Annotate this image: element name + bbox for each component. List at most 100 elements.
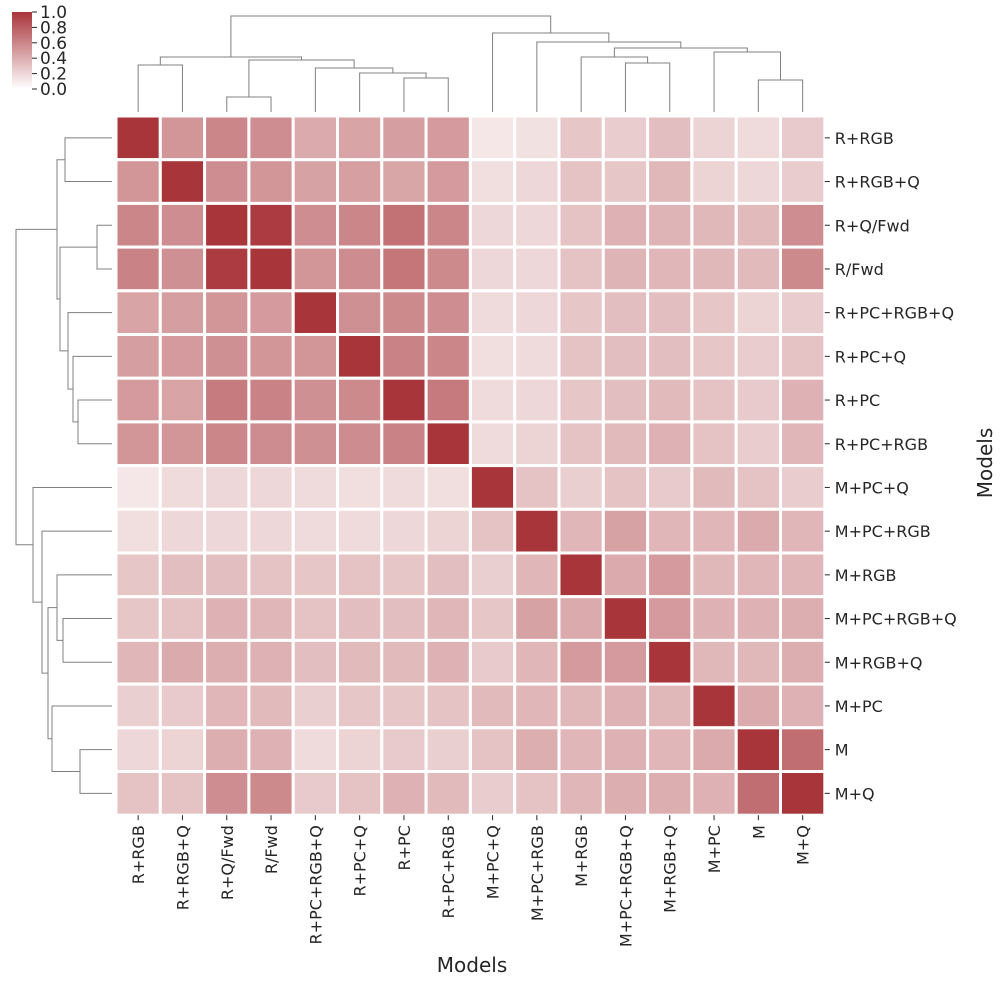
heatmap-cell (291, 464, 340, 511)
heatmap-cell (424, 333, 472, 380)
row-tick-label: M+RGB+Q (835, 653, 923, 672)
heatmap-cell (424, 245, 472, 293)
heatmap-cell (336, 158, 384, 205)
dendrogram-link (226, 96, 272, 112)
heatmap-cell (336, 595, 384, 642)
heatmap-cell (336, 420, 384, 468)
heatmap-cell (468, 638, 517, 686)
heatmap-cell (468, 595, 517, 642)
heatmap-cell (601, 376, 650, 424)
heatmap-cell (468, 376, 517, 424)
heatmap-cell (291, 245, 340, 293)
row-labels: R+RGB R+RGB+Q R+Q/Fwd R/Fwd R+PC+RGB+Q R+PC+Q… (824, 129, 957, 803)
heatmap-cell (424, 464, 472, 511)
x-axis-label: Models (437, 953, 507, 977)
heatmap-cell (557, 245, 605, 293)
heatmap-cell (380, 201, 428, 249)
heatmap-cell (203, 333, 251, 380)
colorbar-tick-label: 0.2 (40, 65, 67, 85)
column-tick-label: M+PC+Q (484, 825, 503, 899)
dendrogram-link (72, 355, 112, 423)
heatmap-cell (336, 376, 384, 424)
heatmap-cell (734, 333, 783, 380)
heatmap-cell (247, 333, 295, 380)
heatmap-cell (158, 333, 207, 380)
heatmap-cell (513, 245, 561, 293)
heatmap-cell (734, 551, 783, 599)
heatmap-cell (557, 595, 605, 642)
heatmap-cell (734, 376, 783, 424)
heatmap-cell (424, 420, 472, 468)
column-tick-label: M (749, 825, 768, 839)
heatmap-cell (601, 726, 650, 773)
heatmap-cell (114, 638, 162, 686)
row-tick-label: M+Q (835, 784, 875, 803)
row-tick-label: R/Fwd (835, 260, 884, 279)
heatmap-cell (601, 420, 650, 468)
heatmap-cell (690, 289, 738, 336)
heatmap-cell (114, 682, 162, 730)
heatmap-cell (557, 726, 605, 773)
heatmap-cell (291, 376, 340, 424)
heatmap-cell (468, 551, 517, 599)
colorbar-tick-label: 0.8 (40, 18, 67, 38)
dendrogram-link (77, 399, 112, 445)
heatmap-cell (557, 158, 605, 205)
heatmap-cell (513, 333, 561, 380)
heatmap-cell (114, 551, 162, 599)
heatmap-cell (380, 595, 428, 642)
heatmap-cell (380, 770, 428, 817)
heatmap-cell (513, 595, 561, 642)
heatmap-cell (646, 376, 694, 424)
heatmap-cell (380, 726, 428, 773)
heatmap-cell (513, 289, 561, 336)
heatmap-cell (380, 158, 428, 205)
dendrogram-link (314, 67, 394, 112)
heatmap-cell (690, 464, 738, 511)
heatmap-cell (513, 420, 561, 468)
heatmap-cell (601, 638, 650, 686)
heatmap-cell (291, 595, 340, 642)
heatmap-cell (336, 726, 384, 773)
heatmap-cell (247, 595, 295, 642)
heatmap-cell (291, 507, 340, 555)
heatmap-cell (646, 158, 694, 205)
column-tick-label: M+RGB (572, 825, 591, 887)
heatmap-cell (114, 245, 162, 293)
heatmap-cell (646, 289, 694, 336)
heatmap-cell (646, 638, 694, 686)
heatmap-cells (114, 114, 827, 817)
heatmap-cell (114, 158, 162, 205)
heatmap-cell (158, 638, 207, 686)
heatmap-cell (557, 333, 605, 380)
heatmap-cell (380, 464, 428, 511)
column-tick-label: R/Fwd (262, 825, 281, 874)
heatmap-cell (557, 507, 605, 555)
heatmap-cell (291, 201, 340, 249)
heatmap-cell (336, 638, 384, 686)
heatmap-cell (247, 551, 295, 599)
column-tick-label: R+RGB (129, 825, 148, 884)
colorbar-tick-label: 0.0 (40, 80, 67, 100)
heatmap-cell (424, 158, 472, 205)
heatmap-cell (779, 551, 827, 599)
y-axis-label: Models (973, 428, 997, 498)
heatmap-cell (468, 770, 517, 817)
column-tick-label: M+PC+RGB (528, 825, 547, 921)
heatmap-cell (513, 726, 561, 773)
heatmap-cell (557, 770, 605, 817)
heatmap-cell (468, 507, 517, 555)
heatmap-cell (779, 638, 827, 686)
dendrogram-link (757, 79, 804, 112)
heatmap-cell (690, 682, 738, 730)
heatmap-cell (557, 201, 605, 249)
colorbar-tick-label: 0.6 (40, 34, 67, 54)
column-tick-label: R+Q/Fwd (218, 825, 237, 900)
heatmap-cell (158, 114, 207, 162)
heatmap-cell (779, 114, 827, 162)
heatmap-cell (114, 464, 162, 511)
column-tick-label: M+RGB+Q (661, 825, 680, 913)
row-tick-label: M+PC (835, 697, 883, 716)
heatmap-cell (203, 245, 251, 293)
heatmap-cell (424, 682, 472, 730)
